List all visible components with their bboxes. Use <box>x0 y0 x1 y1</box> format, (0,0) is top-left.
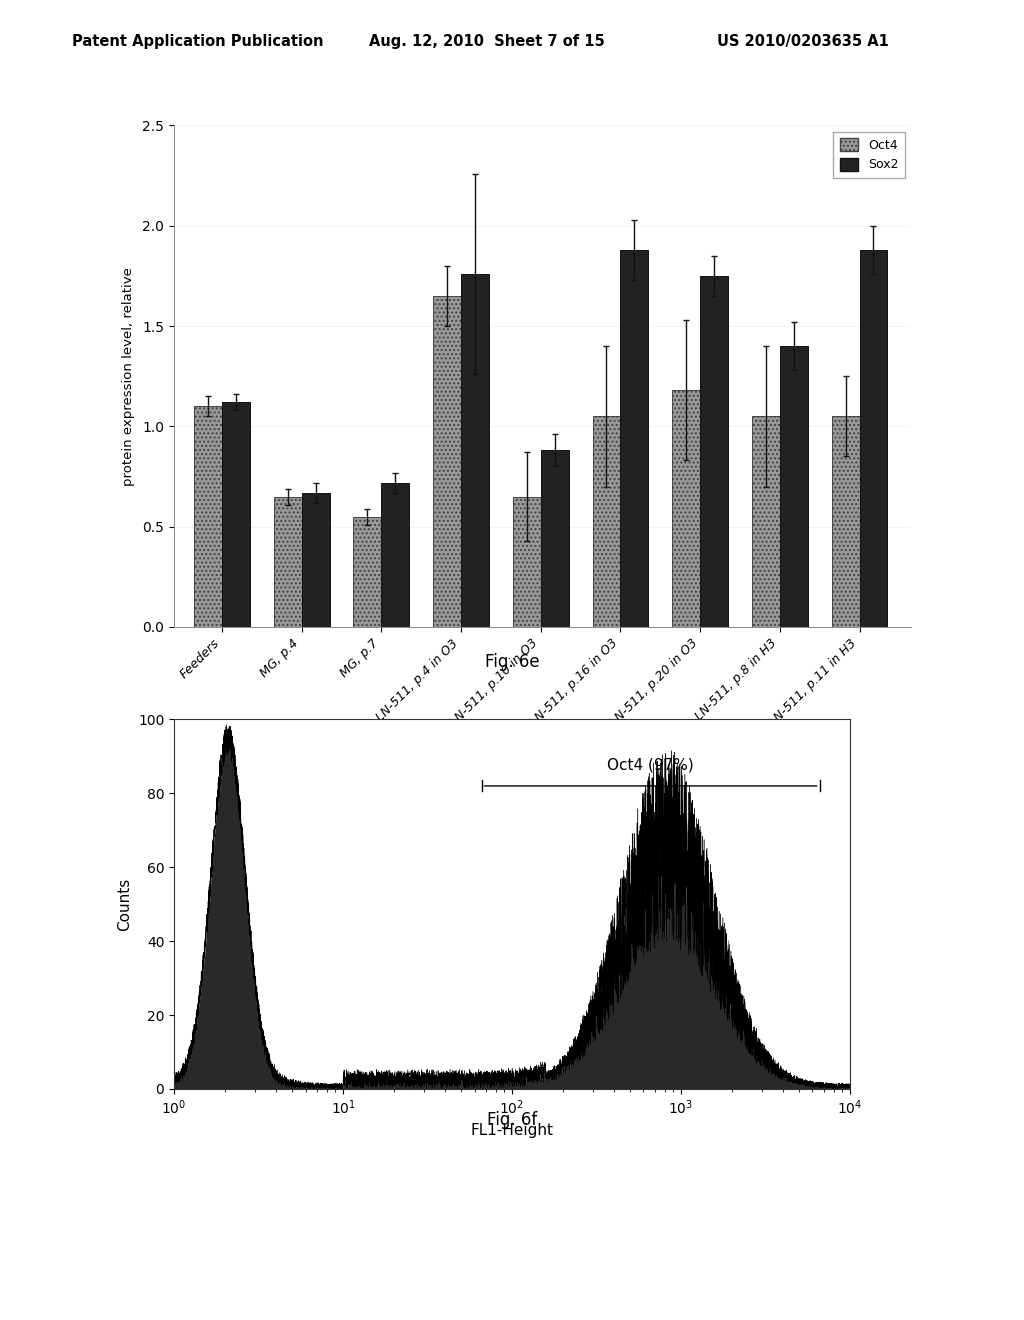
Bar <box>593 416 621 627</box>
Bar <box>513 496 541 627</box>
Bar <box>752 416 780 627</box>
Bar <box>222 403 250 627</box>
Bar <box>353 516 381 627</box>
Y-axis label: Counts: Counts <box>118 878 132 931</box>
Legend: Oct4, Sox2: Oct4, Sox2 <box>834 132 905 178</box>
Text: Patent Application Publication: Patent Application Publication <box>72 34 324 49</box>
Text: Oct4 (97%): Oct4 (97%) <box>607 758 694 774</box>
Bar <box>780 346 808 627</box>
Bar <box>700 276 728 627</box>
Bar <box>302 492 330 627</box>
Bar <box>672 391 700 627</box>
Y-axis label: protein expression level, relative: protein expression level, relative <box>123 267 135 486</box>
Text: US 2010/0203635 A1: US 2010/0203635 A1 <box>717 34 889 49</box>
Bar <box>381 483 410 627</box>
Bar <box>273 496 302 627</box>
Bar <box>194 407 222 627</box>
Bar <box>621 249 648 627</box>
Bar <box>461 273 488 627</box>
Bar <box>541 450 568 627</box>
Text: Fig. 6f: Fig. 6f <box>486 1110 538 1129</box>
Text: Fig. 6e: Fig. 6e <box>484 652 540 671</box>
Bar <box>433 296 461 627</box>
Bar <box>859 249 888 627</box>
Bar <box>831 416 859 627</box>
Text: Aug. 12, 2010  Sheet 7 of 15: Aug. 12, 2010 Sheet 7 of 15 <box>369 34 604 49</box>
X-axis label: FL1-Height: FL1-Height <box>470 1123 554 1138</box>
